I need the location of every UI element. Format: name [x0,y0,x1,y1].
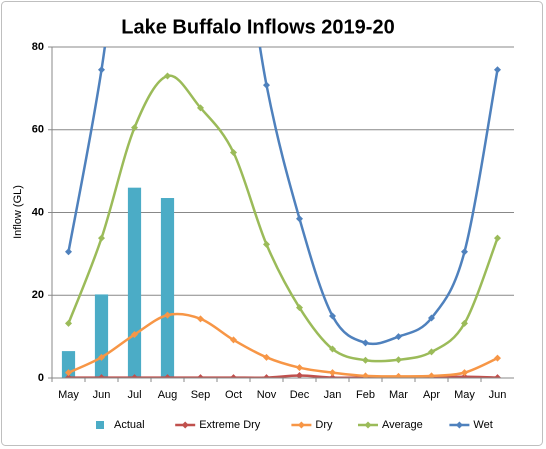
marker [65,369,72,377]
x-tick-label: Feb [356,389,375,401]
marker [164,72,171,80]
marker [131,374,138,378]
x-tick-label: Dec [290,389,310,401]
marker [428,348,435,356]
bar [94,294,109,378]
axes: 0 20 40 60 80 May Jun Jul Aug Sep Oct Nov Dec Jan Feb M… [32,41,514,401]
bars [61,187,175,378]
marker [164,374,171,378]
marker [131,331,138,339]
legend-label: Dry [315,419,333,431]
marker [98,234,105,242]
x-tick-label: Nov [257,389,277,401]
chart-title: Lake Buffalo Inflows 2019-20 [121,16,394,38]
y-tick-label: 80 [32,41,44,53]
y-tick-label: 60 [32,124,44,136]
marker [461,248,468,256]
marker [494,354,501,362]
marker [461,369,468,377]
marker [329,345,336,353]
marker [230,149,237,157]
marker [296,364,303,372]
marker [230,374,237,378]
marker [98,353,105,361]
marker [428,314,435,322]
marker [395,356,402,364]
marker [395,333,402,341]
x-tick-label: Aug [158,389,178,401]
x-tick-label: Sep [191,389,211,401]
marker [230,336,237,344]
marker [65,248,72,256]
marker [98,374,105,378]
legend-marker [455,421,463,429]
x-tick-label: May [454,389,475,401]
marker [461,319,468,327]
marker [494,66,501,74]
marker [362,339,369,347]
y-tick-label: 40 [32,206,44,218]
x-tick-label: Oct [225,389,242,401]
legend-swatch [96,421,104,429]
marker [362,372,369,378]
marker [329,312,336,320]
x-tick-label: May [58,389,79,401]
legend-marker [364,421,372,429]
marker [494,374,501,378]
x-tick-label: Mar [389,389,408,401]
marker [164,311,171,319]
legend-label: Extreme Dry [199,419,261,431]
marker [296,215,303,223]
marker [197,374,204,378]
legend-marker [297,421,305,429]
bar [127,187,142,378]
legend-label: Actual [114,419,145,431]
legend: Actual Extreme Dry Dry Average Wet [96,419,493,431]
marker [395,372,402,378]
bar [160,198,175,378]
line [67,47,499,346]
marker [263,353,270,361]
x-tick-label: Jan [324,389,342,401]
x-tick-label: Jun [93,389,111,401]
marker [296,372,303,378]
marker [263,81,270,89]
legend-marker [181,421,189,429]
marker [197,315,204,323]
marker [494,234,501,242]
y-axis-label: Inflow (GL) [12,185,24,239]
marker [263,240,270,248]
marker [263,374,270,378]
x-tick-label: Jun [489,389,507,401]
legend-label: Wet [473,419,492,431]
x-tick-label: Apr [423,389,440,401]
y-tick-label: 0 [38,372,44,384]
marker [362,356,369,364]
marker [65,319,72,327]
legend-label: Average [382,419,423,431]
marker [98,66,105,74]
y-tick-label: 20 [32,289,44,301]
x-tick-label: Jul [127,389,141,401]
marker [197,104,204,112]
marker [131,124,138,132]
marker [296,304,303,312]
marker [329,369,336,377]
marker [428,372,435,378]
